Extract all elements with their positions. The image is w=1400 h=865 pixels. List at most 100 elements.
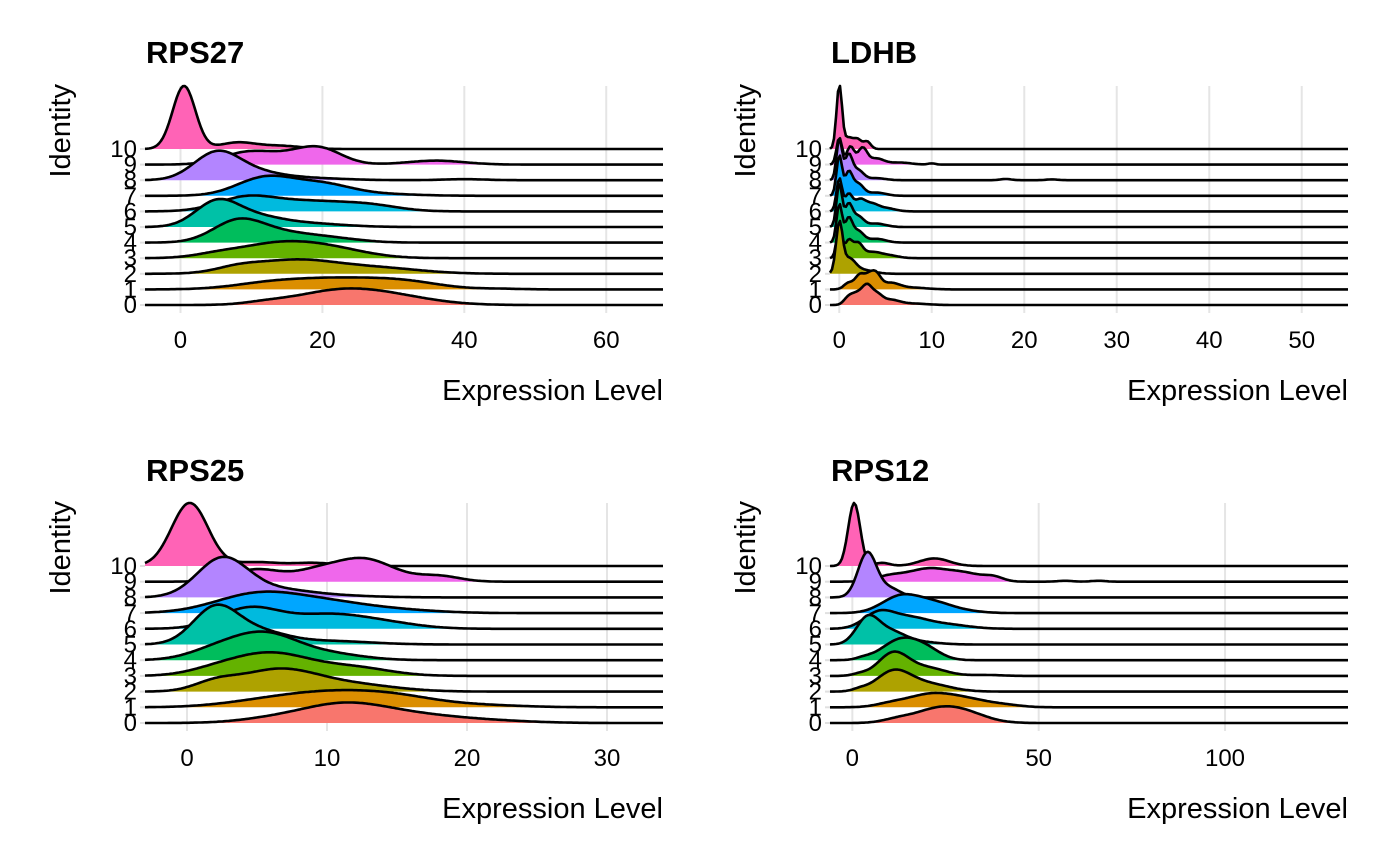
y-tick-label: 0: [124, 710, 137, 737]
panel-title: RPS27: [146, 35, 244, 70]
y-tick-label: 0: [809, 292, 822, 319]
ridge-fill-group-10: [830, 86, 1348, 149]
y-tick-label: 0: [124, 292, 137, 319]
x-tick-label: 10: [918, 327, 945, 354]
ridge-fill-group-10: [830, 503, 1348, 566]
y-tick-label: 10: [795, 553, 822, 580]
x-tick-label: 60: [593, 327, 620, 354]
ridge-line-group-10: [829, 501, 1348, 568]
y-tick-label: 3: [124, 663, 137, 690]
ridge-fill-group-0: [830, 706, 1348, 723]
x-tick-label: 30: [1103, 327, 1130, 354]
y-tick-label: 3: [809, 663, 822, 690]
y-tick-label: 6: [809, 616, 822, 643]
ridge-fill-group-6: [830, 178, 1348, 212]
ridge-line-group-8: [144, 149, 663, 182]
ridge-line-group-0: [145, 701, 663, 725]
ridge-fill-group-0: [145, 702, 663, 723]
ridge-fill-group-1: [830, 270, 1348, 290]
ridge-line-group-4: [145, 217, 663, 244]
ridge-fill-group-3: [145, 241, 663, 259]
y-tick-label: 7: [124, 600, 137, 627]
ridge-line-group-8: [144, 555, 663, 599]
y-tick-label: 2: [809, 679, 822, 706]
y-tick-label: 8: [809, 167, 822, 194]
ridge-fill-group-5: [830, 614, 1348, 645]
x-tick-label: 40: [1196, 327, 1223, 354]
ridge-line-group-2: [145, 258, 663, 276]
ridge-line-group-3: [829, 226, 1348, 260]
y-tick-label: 5: [809, 214, 822, 241]
ridge-line-group-8: [829, 138, 1348, 182]
ridge-line-group-6: [145, 194, 663, 213]
y-axis-title: Identity: [45, 84, 77, 178]
y-tick-label: 5: [124, 214, 137, 241]
x-axis-title: Expression Level: [1127, 793, 1348, 825]
y-tick-label: 2: [124, 679, 137, 706]
ridge-line-group-10: [144, 84, 663, 151]
ridge-line-group-4: [829, 202, 1348, 244]
ridge-fill-group-9: [830, 138, 1348, 165]
ridge-line-group-3: [830, 650, 1348, 678]
y-axis-title: Identity: [730, 84, 762, 178]
ridge-line-group-9: [829, 137, 1348, 166]
y-tick-label: 5: [124, 632, 137, 659]
ridge-fill-group-2: [145, 668, 663, 692]
ridge-fill-group-10: [145, 86, 663, 149]
ridge-fill-group-2: [145, 259, 663, 274]
x-axis-title: Expression Level: [442, 793, 663, 825]
ridge-line-group-3: [144, 651, 663, 678]
ridge-line-group-4: [830, 636, 1348, 662]
y-tick-label: 9: [124, 152, 137, 179]
y-tick-label: 6: [124, 198, 137, 225]
ridge-line-group-2: [828, 219, 1348, 276]
ridge-line-group-1: [830, 691, 1348, 709]
ridge-line-group-5: [145, 197, 663, 229]
ridge-line-group-4: [144, 630, 663, 662]
ridge-line-group-7: [829, 154, 1348, 198]
ridge-fill-group-1: [830, 692, 1348, 708]
ridge-fill-group-2: [830, 221, 1348, 274]
x-tick-label: 40: [451, 327, 478, 354]
y-tick-label: 0: [809, 710, 822, 737]
ridge-line-group-7: [830, 592, 1348, 615]
ridge-line-group-5: [829, 182, 1348, 229]
ridge-fill-group-9: [145, 557, 663, 582]
y-tick-label: 8: [809, 584, 822, 611]
ridge-fill-group-4: [145, 218, 663, 243]
ridge-line-group-2: [830, 668, 1348, 693]
x-tick-label: 0: [180, 745, 193, 772]
ridge-fill-group-3: [830, 227, 1348, 259]
y-tick-label: 1: [124, 276, 137, 303]
y-tick-label: 6: [809, 198, 822, 225]
y-tick-label: 4: [124, 230, 137, 257]
ridge-line-group-6: [830, 608, 1348, 631]
x-tick-label: 100: [1205, 745, 1245, 772]
ridge-fill-group-5: [145, 199, 663, 227]
y-tick-label: 1: [124, 694, 137, 721]
ridge-line-group-9: [830, 566, 1348, 583]
x-tick-label: 20: [454, 745, 481, 772]
x-tick-label: 50: [1288, 327, 1315, 354]
ridge-line-group-2: [145, 667, 663, 693]
y-tick-label: 9: [124, 569, 137, 596]
y-tick-label: 3: [809, 245, 822, 272]
x-axis-title: Expression Level: [442, 375, 663, 407]
y-tick-label: 1: [809, 694, 822, 721]
ridge-line-group-1: [830, 269, 1348, 291]
y-tick-label: 2: [809, 261, 822, 288]
ridge-line-group-7: [145, 174, 663, 198]
ridge-line-group-0: [830, 705, 1348, 725]
x-tick-label: 0: [174, 327, 187, 354]
y-tick-label: 7: [809, 183, 822, 210]
ridge-line-group-6: [829, 177, 1348, 213]
ridge-fill-group-9: [830, 568, 1348, 582]
ridge-fill-group-6: [145, 195, 663, 212]
y-tick-label: 1: [809, 276, 822, 303]
x-tick-label: 20: [1011, 327, 1038, 354]
y-tick-label: 10: [795, 136, 822, 163]
y-tick-label: 5: [809, 632, 822, 659]
ridge-fill-group-7: [145, 175, 663, 196]
